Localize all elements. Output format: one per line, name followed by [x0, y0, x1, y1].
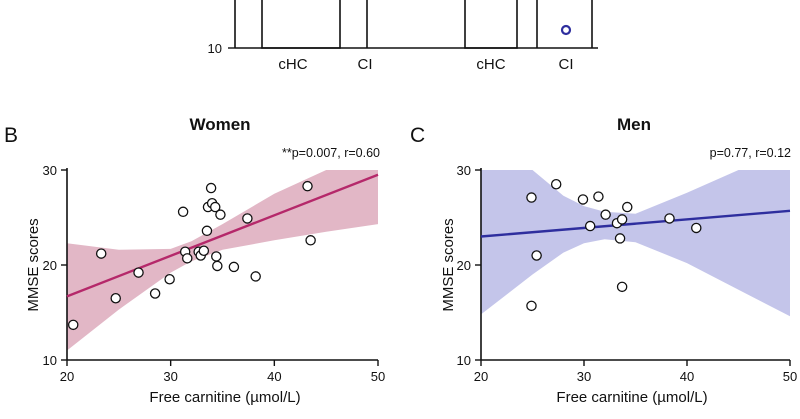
- x-tick-label: 40: [680, 369, 694, 384]
- chart-title: Women: [189, 115, 250, 134]
- y-tick-label: 30: [457, 163, 471, 178]
- stats-annotation: p=0.77, r=0.12: [710, 146, 791, 160]
- x-tick-label: 40: [267, 369, 281, 384]
- x-tick-label: 20: [60, 369, 74, 384]
- data-point: [691, 222, 702, 234]
- data-point: [212, 260, 223, 272]
- regression-line: [66, 173, 379, 298]
- panel-letter: B: [4, 124, 18, 147]
- confidence-band-layer: [67, 170, 378, 351]
- data-point: [133, 267, 144, 278]
- data-point: [110, 292, 121, 304]
- data-point: [584, 220, 596, 232]
- data-point: [305, 235, 316, 246]
- data-point: [215, 209, 226, 220]
- data-point: [205, 182, 217, 194]
- data-point: [228, 261, 240, 273]
- x-tick-label: 50: [783, 369, 797, 384]
- y-tick-label: 20: [43, 258, 57, 273]
- y-tick-label: 10: [43, 353, 57, 368]
- top-box-chc-2: [464, 0, 518, 49]
- confidence-band: [67, 170, 378, 351]
- panel-b-women: B Women **p=0.007, r=0.60 20 30 40 50102030…: [4, 115, 385, 406]
- data-point: [622, 201, 633, 213]
- x-tick-label: 20: [474, 369, 488, 384]
- top-category-4: CI: [559, 56, 574, 73]
- top-box-chc-1: [261, 0, 341, 49]
- regression-line-layer: [66, 173, 379, 298]
- x-axis-label: Free carnitine (µmol/L): [556, 389, 707, 406]
- data-point: [164, 273, 175, 285]
- data-point: [149, 288, 161, 299]
- data-point: [531, 250, 542, 261]
- data-point: [600, 209, 611, 220]
- top-outlier-point: [560, 24, 572, 36]
- data-point: [95, 248, 107, 259]
- top-y-tick-label: 10: [208, 41, 222, 56]
- data-points: [67, 180, 316, 331]
- data-point: [201, 225, 213, 237]
- data-point: [616, 281, 628, 293]
- data-point: [242, 213, 253, 224]
- data-point: [177, 206, 189, 218]
- top-category-1: cHC: [278, 56, 307, 73]
- y-tick-label: 30: [43, 163, 57, 178]
- data-point: [250, 271, 261, 282]
- regression-line-layer: [480, 209, 791, 238]
- data-point: [526, 300, 537, 312]
- data-point: [664, 213, 675, 224]
- regression-line: [480, 209, 791, 238]
- x-axis-label: Free carnitine (µmol/L): [149, 389, 300, 406]
- confidence-band: [481, 170, 790, 317]
- data-point: [593, 191, 604, 202]
- data-point: [577, 194, 589, 205]
- y-axis-label: MMSE scores: [25, 218, 42, 311]
- chart-title: Men: [617, 115, 651, 134]
- top-category-3: cHC: [476, 56, 505, 73]
- data-point: [67, 319, 79, 331]
- x-tick-label: 30: [163, 369, 177, 384]
- data-point: [198, 245, 210, 256]
- data-points: [526, 178, 702, 312]
- top-strip: 10 cHC CI cHC CI: [208, 0, 598, 73]
- x-tick-label: 50: [371, 369, 385, 384]
- data-point: [209, 201, 221, 213]
- data-point: [182, 253, 193, 264]
- confidence-band-layer: [481, 170, 790, 317]
- y-tick-label: 10: [457, 353, 471, 368]
- data-point: [550, 178, 562, 190]
- panel-letter: C: [410, 124, 425, 147]
- top-category-2: CI: [358, 56, 373, 73]
- data-point: [616, 214, 628, 225]
- data-point: [526, 192, 537, 203]
- x-tick-label: 30: [577, 369, 591, 384]
- data-point: [614, 233, 626, 244]
- data-point: [302, 180, 313, 192]
- y-axis-label: MMSE scores: [440, 218, 457, 311]
- data-point: [211, 251, 222, 262]
- stats-annotation: **p=0.007, r=0.60: [282, 146, 380, 160]
- y-tick-label: 20: [457, 258, 471, 273]
